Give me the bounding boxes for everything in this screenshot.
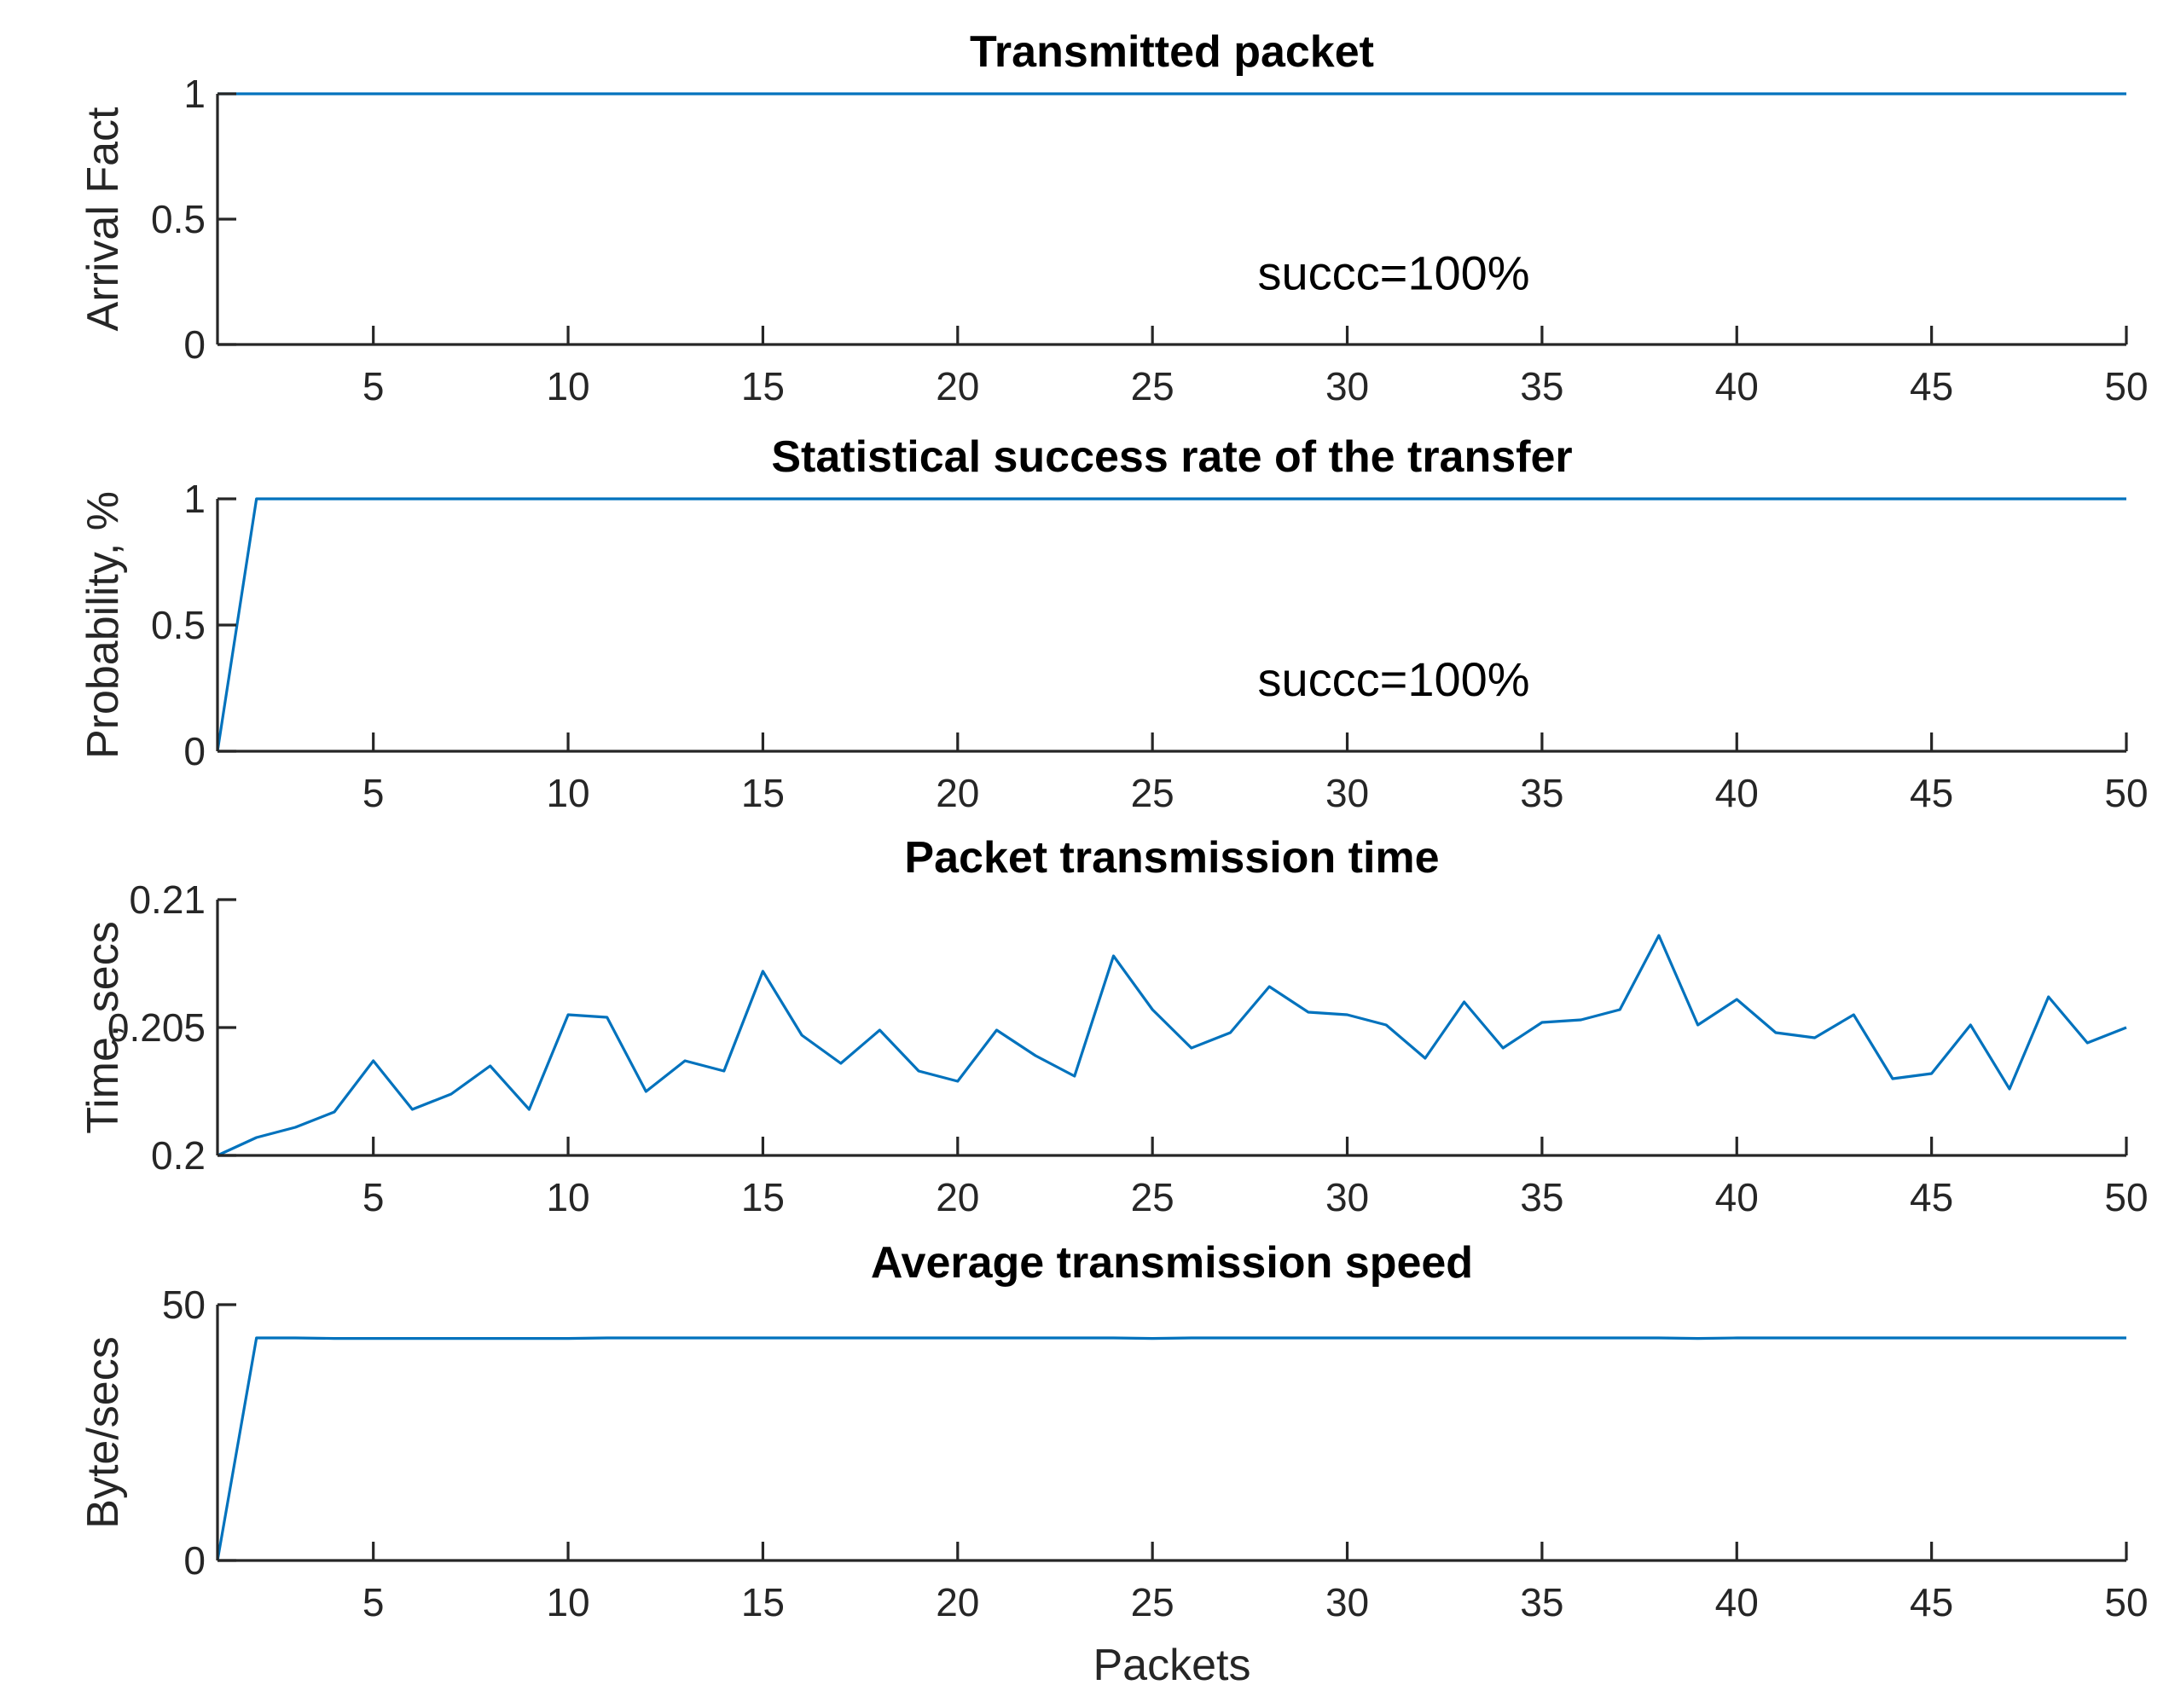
x-tick-label: 15 [741,364,785,408]
x-tick-label: 40 [1715,1175,1759,1219]
x-tick-label: 10 [546,771,589,815]
x-tick-label: 40 [1715,1580,1759,1624]
series-line-speed-0 [216,1336,2126,1561]
x-tick-label: 5 [362,1175,385,1219]
x-tick-label: 10 [546,364,589,408]
x-tick-label: 20 [936,771,979,815]
y-tick-label: 0.2 [151,1133,206,1178]
y-tick-label: 1 [183,72,206,116]
x-tick-label: 15 [741,1175,785,1219]
x-tick-label: 50 [2104,364,2148,408]
x-tick-label: 45 [1910,1580,1953,1624]
x-tick-label: 25 [1131,364,1174,408]
y-tick-label: 0 [183,729,206,773]
y-tick-label: 1 [183,477,206,521]
y-axis-label: Time, secs [78,921,128,1133]
x-tick-label: 20 [936,1175,979,1219]
x-tick-label: 50 [2104,1175,2148,1219]
chart-title: Packet transmission time [904,833,1439,883]
subplot-time: 5 10 15 20 25 30 35 40 45 50 0.2 0.205 0.21 Packet tr… [78,833,2149,1219]
y-axis-label: Byte/secs [78,1336,128,1528]
x-tick-label: 5 [362,1580,385,1624]
subplot-speed: 5 10 15 20 25 30 35 40 45 50 0 50 Average transmissi… [78,1238,2149,1690]
x-tick-label: 45 [1910,1175,1953,1219]
x-axis-label: Packets [1093,1641,1251,1690]
x-tick-label: 35 [1520,1580,1563,1624]
chart-title: Statistical success rate of the transfer [771,432,1572,482]
x-tick-label: 30 [1325,771,1369,815]
series-line-success-0 [216,497,2126,752]
y-tick-label: 0.5 [151,603,206,647]
x-tick-label: 30 [1325,1175,1369,1219]
y-axis-label: Arrival Fact [78,107,128,331]
y-tick-label: 0.205 [107,1005,206,1050]
x-tick-label: 50 [2104,771,2148,815]
x-tick-label: 10 [546,1175,589,1219]
x-tick-label: 35 [1520,1175,1563,1219]
x-tick-label: 5 [362,364,385,408]
subplot-success: 5 10 15 20 25 30 35 40 45 50 0 0.5 1 Statistical succ… [78,432,2149,815]
x-tick-label: 35 [1520,364,1563,408]
chart-title: Transmitted packet [970,27,1374,77]
success-annotation: succc=100% [1257,652,1529,706]
x-tick-label: 5 [362,771,385,815]
y-tick-label: 0.5 [151,197,206,241]
success-annotation: succc=100% [1257,246,1529,299]
x-tick-label: 30 [1325,1580,1369,1624]
x-tick-label: 25 [1131,771,1174,815]
x-tick-label: 10 [546,1580,589,1624]
chart-title: Average transmission speed [871,1238,1473,1288]
series-line-time-0 [217,934,2127,1157]
x-tick-label: 20 [936,1580,979,1624]
x-tick-label: 35 [1520,771,1563,815]
x-tick-label: 40 [1715,364,1759,408]
x-tick-label: 25 [1131,1175,1174,1219]
x-tick-label: 45 [1910,771,1953,815]
subplot-arrival: 5 10 15 20 25 30 35 40 45 50 0 0.5 1 Transmitted pack… [78,27,2149,408]
y-tick-label: 0 [183,322,206,367]
x-tick-label: 25 [1131,1580,1174,1624]
x-tick-label: 20 [936,364,979,408]
x-tick-label: 15 [741,771,785,815]
x-tick-label: 40 [1715,771,1759,815]
y-tick-label: 0.21 [129,877,206,922]
y-tick-label: 50 [162,1282,206,1327]
x-tick-label: 30 [1325,364,1369,408]
y-axis-label: Probability, % [78,491,128,759]
x-tick-label: 50 [2104,1580,2148,1624]
y-tick-label: 0 [183,1538,206,1583]
x-tick-label: 45 [1910,364,1953,408]
x-tick-label: 15 [741,1580,785,1624]
